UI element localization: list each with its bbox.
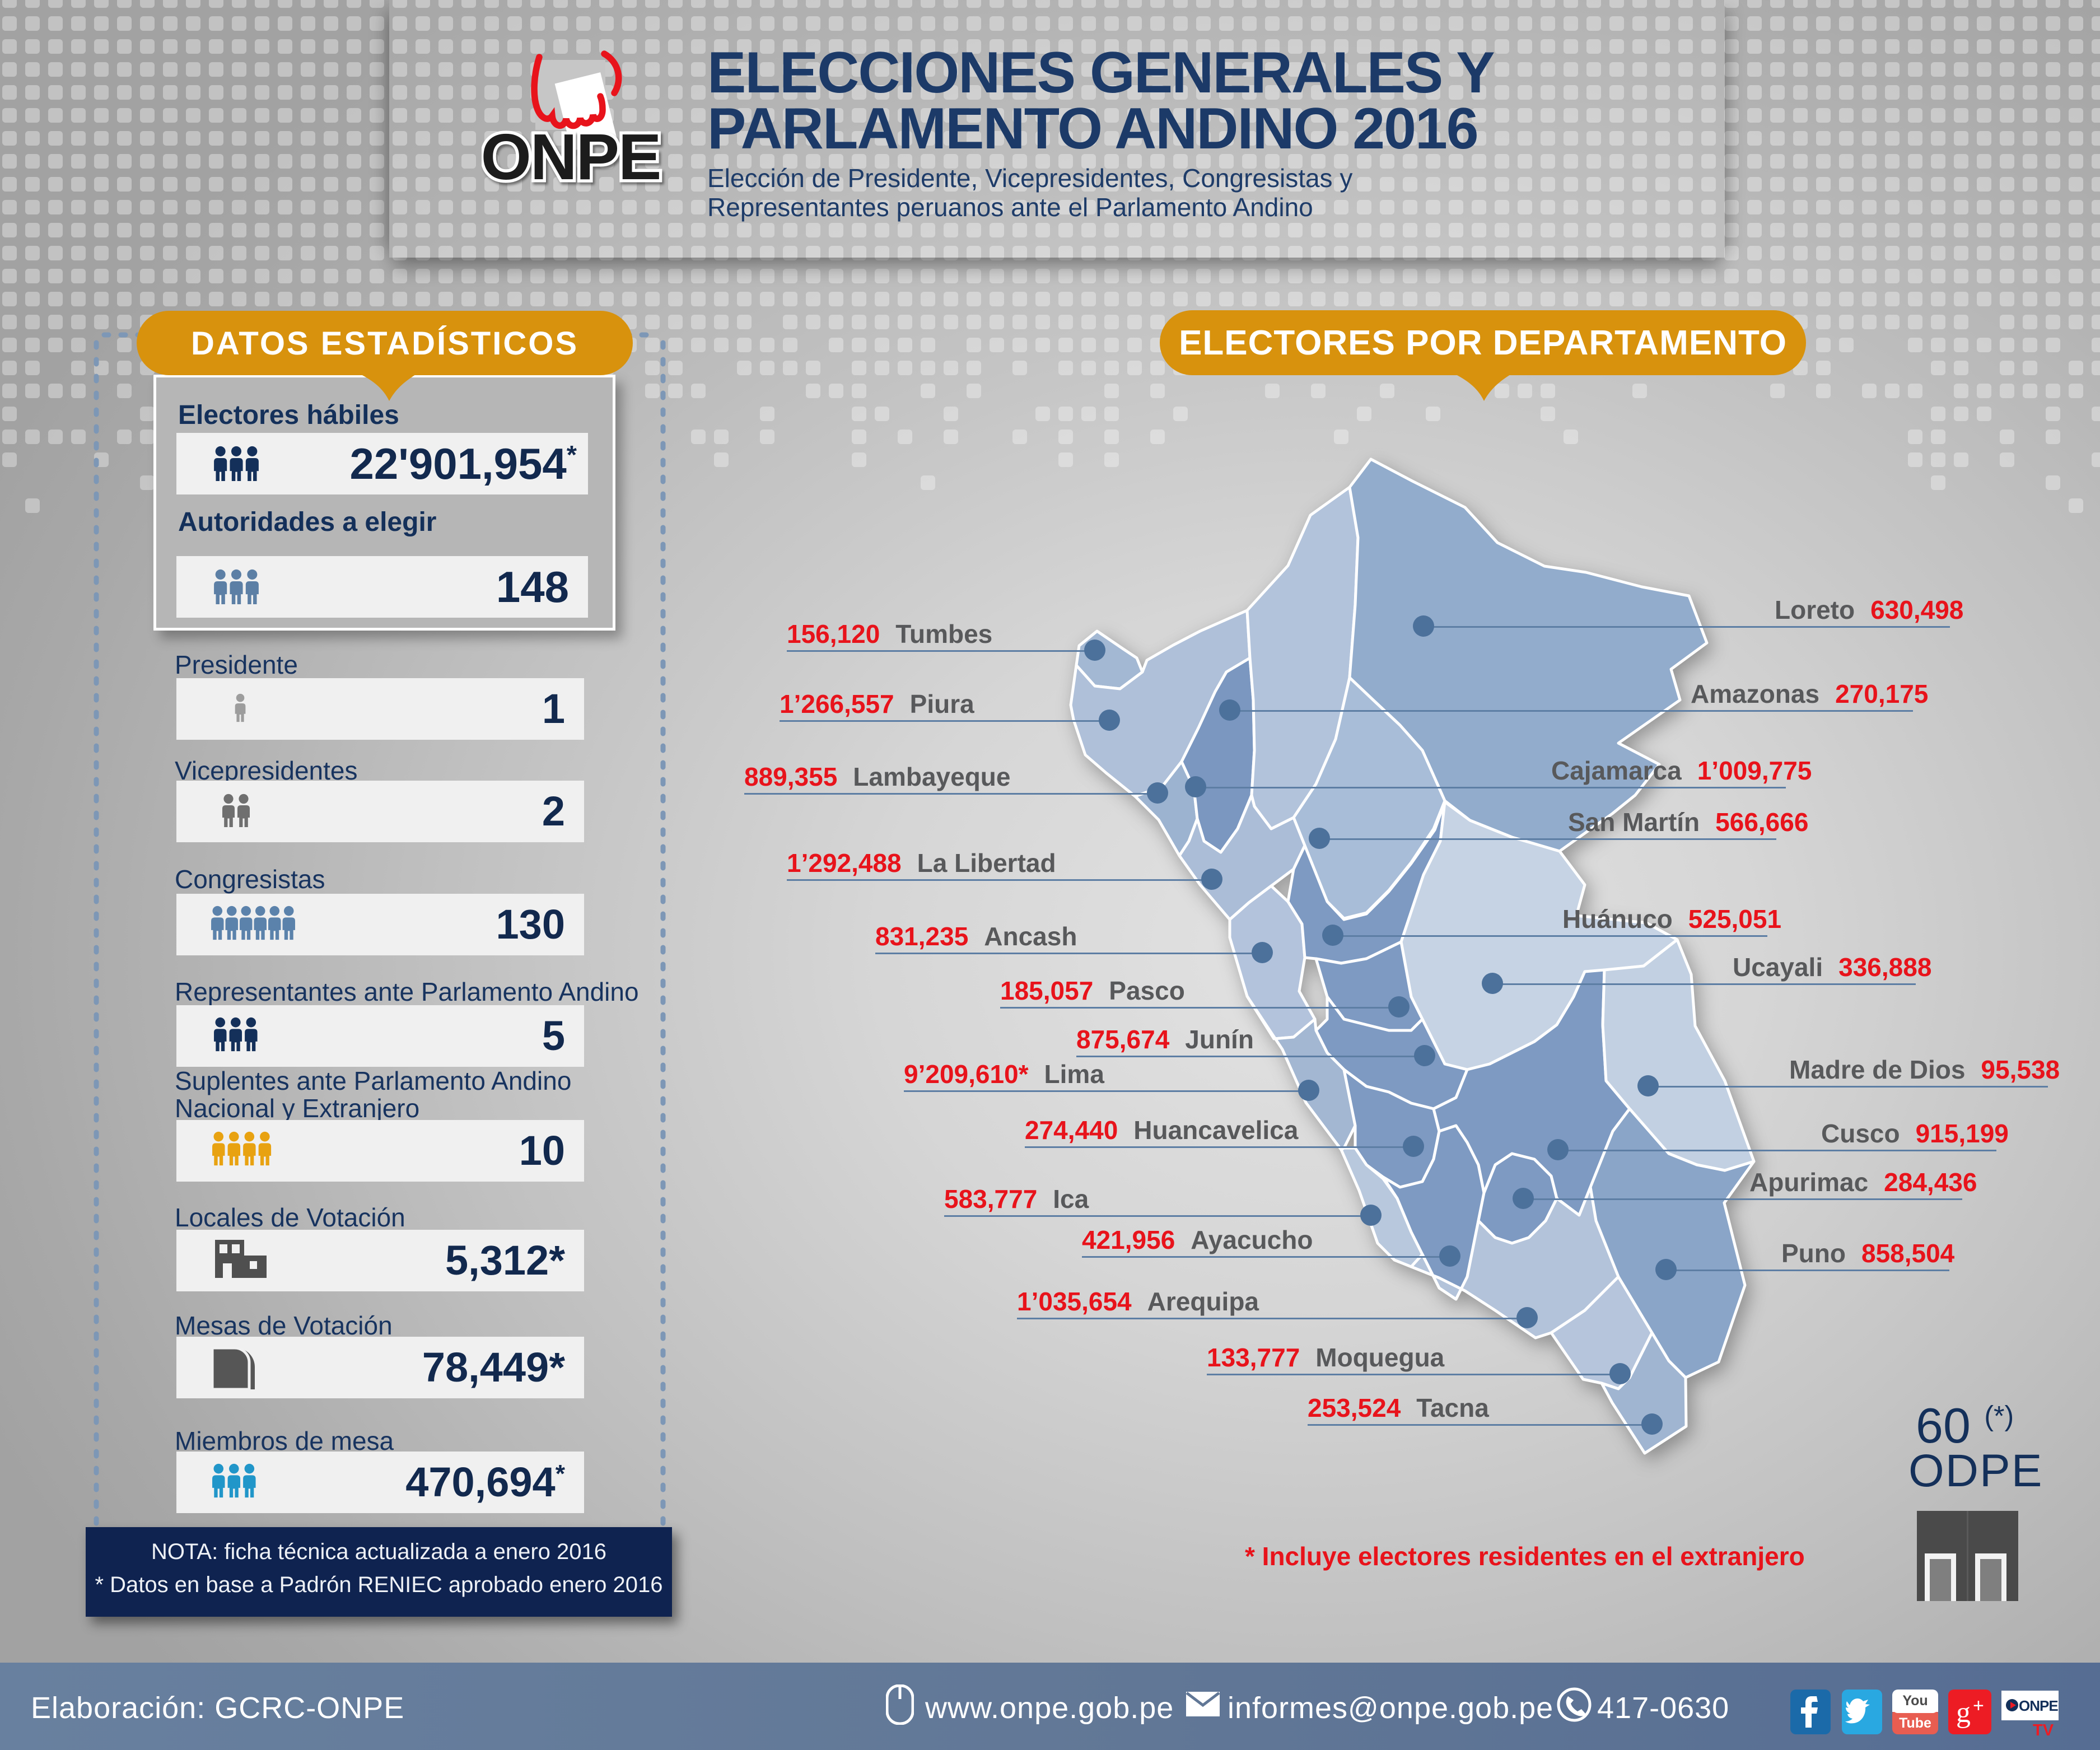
svg-text:You: You: [1902, 1693, 1928, 1709]
svg-text:ONPE: ONPE: [2019, 1697, 2058, 1714]
svg-text:+: +: [1973, 1695, 1984, 1716]
svg-text:Tube: Tube: [1899, 1715, 1931, 1731]
svg-text:g: g: [1956, 1697, 1971, 1729]
svg-text:ONPE: ONPE: [482, 120, 660, 193]
svg-text:TV: TV: [2033, 1721, 2054, 1737]
